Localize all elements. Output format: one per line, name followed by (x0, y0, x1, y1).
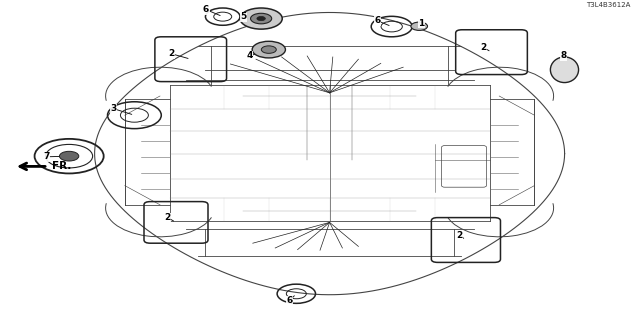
Text: 2: 2 (164, 213, 171, 222)
Text: 2: 2 (456, 231, 463, 240)
Ellipse shape (550, 57, 579, 83)
Circle shape (240, 8, 282, 29)
Text: 4: 4 (246, 52, 253, 60)
Text: T3L4B3612A: T3L4B3612A (586, 2, 630, 8)
Text: 7: 7 (43, 152, 49, 161)
Circle shape (250, 13, 272, 24)
Text: 1: 1 (418, 19, 424, 28)
Text: 3: 3 (111, 104, 117, 113)
Text: 6: 6 (286, 296, 292, 305)
Text: FR.: FR. (52, 161, 72, 172)
Text: 2: 2 (168, 49, 175, 58)
Circle shape (60, 151, 79, 161)
Circle shape (252, 41, 285, 58)
Text: 2: 2 (480, 43, 486, 52)
Text: 6: 6 (203, 5, 209, 14)
Circle shape (257, 16, 266, 21)
Text: 6: 6 (374, 16, 381, 25)
Circle shape (411, 22, 428, 30)
Text: 8: 8 (560, 52, 566, 60)
Text: 5: 5 (240, 12, 246, 21)
Circle shape (261, 46, 276, 53)
